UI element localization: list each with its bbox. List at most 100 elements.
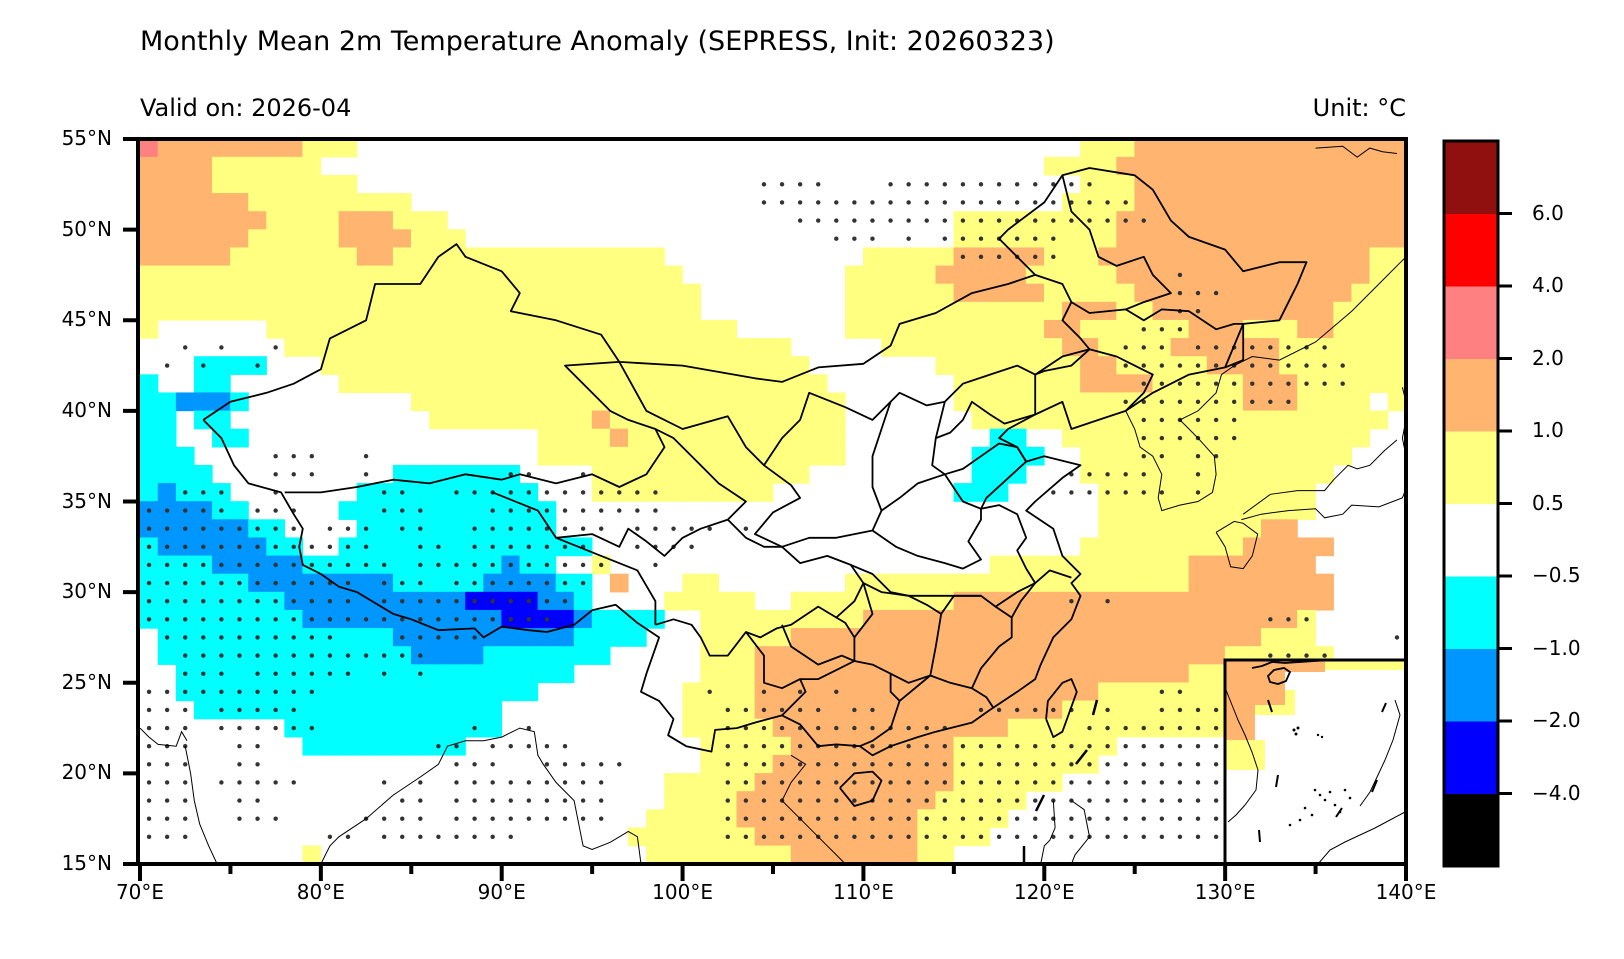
anomaly-cell <box>1188 609 1208 629</box>
anomaly-cell <box>1116 628 1136 647</box>
anomaly-cell <box>356 319 376 339</box>
anomaly-cell <box>157 265 177 285</box>
anomaly-cell <box>248 211 267 230</box>
anomaly-cell <box>609 265 629 285</box>
anomaly-cell <box>971 338 991 357</box>
stipple-dot <box>960 743 966 749</box>
stipple-dot <box>996 743 1002 749</box>
stipple-dot <box>996 218 1002 223</box>
anomaly-cell <box>1188 682 1208 702</box>
anomaly-cell <box>754 338 774 357</box>
anomaly-cell <box>410 483 430 502</box>
anomaly-cell <box>1170 446 1190 466</box>
anomaly-cell <box>1170 501 1190 520</box>
anomaly-cell <box>899 646 918 665</box>
anomaly-cell <box>519 374 539 394</box>
stipple-dot <box>146 743 152 749</box>
anomaly-cell <box>628 374 647 394</box>
anomaly-cell <box>1279 573 1298 593</box>
anomaly-cell <box>1098 139 1117 158</box>
anomaly-cell <box>700 664 720 684</box>
anomaly-cell <box>519 301 539 321</box>
anomaly-cell <box>646 464 665 484</box>
stipple-dot <box>454 762 459 767</box>
anomaly-cell <box>266 247 285 267</box>
anomaly-cell <box>646 301 665 321</box>
anomaly-cell <box>175 464 195 484</box>
anomaly-cell <box>1134 664 1154 684</box>
anomaly-cell <box>899 664 918 684</box>
anomaly-cell <box>519 283 539 303</box>
anomaly-cell <box>1116 374 1136 394</box>
anomaly-cell <box>863 646 882 665</box>
stipple-dot <box>183 562 188 568</box>
anomaly-cell <box>483 301 503 321</box>
anomaly-cell <box>1098 682 1117 702</box>
stipple-dot <box>960 816 966 821</box>
anomaly-cell <box>1098 555 1117 575</box>
anomaly-cell <box>537 446 557 466</box>
anomaly-cell <box>1387 392 1406 412</box>
anomaly-cell <box>971 356 991 375</box>
stipple-dot <box>942 218 948 223</box>
anomaly-cell <box>682 773 701 792</box>
stipple-dot <box>454 780 459 785</box>
stipple-dot <box>924 780 929 785</box>
stipple-dot <box>1105 490 1110 495</box>
anomaly-cell <box>700 410 720 430</box>
anomaly-cell <box>501 646 521 665</box>
stipple-dot <box>1123 399 1128 405</box>
stipple-dot <box>1014 798 1020 803</box>
stipple-dot <box>418 798 423 803</box>
anomaly-cell <box>465 283 484 303</box>
stipple-dot <box>164 780 170 785</box>
stipple-dot <box>327 544 333 550</box>
anomaly-cell <box>1297 628 1316 647</box>
anomaly-cell <box>664 338 683 357</box>
stipple-dot <box>598 562 604 568</box>
anomaly-cell <box>808 845 828 864</box>
anomaly-cell <box>899 628 918 647</box>
stipple-dot <box>942 816 948 821</box>
stipple-dot <box>779 743 785 749</box>
stipple-dot <box>237 544 242 550</box>
anomaly-cell <box>1351 139 1371 158</box>
anomaly-cell <box>1242 591 1262 611</box>
stipple-dot <box>1195 816 1201 821</box>
anomaly-cell <box>1043 609 1063 629</box>
stipple-dot <box>816 798 821 803</box>
anomaly-cell <box>1007 338 1027 357</box>
anomaly-cell <box>447 410 466 430</box>
anomaly-cell <box>374 736 394 756</box>
anomaly-cell <box>1351 174 1371 194</box>
stipple-dot <box>490 762 495 767</box>
stipple-dot <box>1051 200 1056 205</box>
stipple-dot <box>562 490 568 495</box>
stipple-dot <box>1123 743 1128 749</box>
anomaly-cell <box>700 319 720 339</box>
stipple-dot <box>1051 743 1056 749</box>
border-hebei-beijing <box>935 364 1037 439</box>
anomaly-cell <box>682 718 701 738</box>
stipple-dot <box>580 762 586 767</box>
anomaly-cell <box>519 682 539 702</box>
stipple-dot <box>309 671 315 676</box>
stipple-dot <box>743 762 749 767</box>
anomaly-cell <box>429 519 448 539</box>
stipple-dot <box>978 200 984 205</box>
anomaly-cell <box>483 338 503 357</box>
anomaly-cell <box>845 301 864 321</box>
stipple-dot <box>1195 308 1201 314</box>
anomaly-cell <box>1080 555 1099 575</box>
stipple-dot <box>201 490 206 495</box>
anomaly-cell <box>1206 265 1226 285</box>
stipple-dot <box>1268 617 1273 622</box>
anomaly-cell <box>410 718 430 738</box>
anomaly-cell <box>1043 156 1063 176</box>
anomaly-cell <box>429 356 448 375</box>
anomaly-cell <box>1279 319 1298 339</box>
border-gansu <box>618 361 946 548</box>
coast-okhotsk <box>1315 145 1398 158</box>
stipple-dot <box>219 689 224 695</box>
anomaly-cell <box>971 319 991 339</box>
